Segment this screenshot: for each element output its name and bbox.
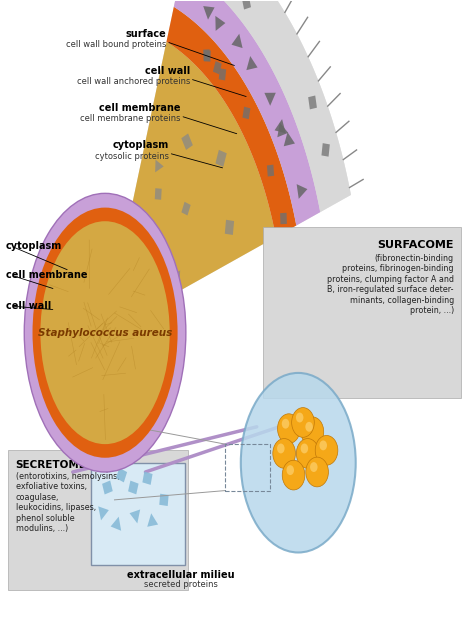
Bar (182, 134, 193, 150)
Bar (242, 106, 250, 119)
Circle shape (306, 457, 328, 487)
Circle shape (273, 439, 295, 468)
Circle shape (292, 407, 314, 437)
Circle shape (282, 419, 289, 429)
Text: SECRETOME: SECRETOME (16, 460, 86, 470)
Bar (159, 494, 169, 506)
Text: extracellular milieu: extracellular milieu (127, 570, 234, 580)
Text: cell membrane: cell membrane (6, 270, 88, 280)
Bar (280, 213, 287, 225)
Bar (225, 220, 234, 235)
Bar (215, 150, 227, 167)
Bar (182, 202, 191, 215)
FancyBboxPatch shape (263, 228, 461, 397)
Text: (entorotixins, hemolysins,
exfoliative toxins,
coagulase,
leukocidins, lipases,
: (entorotixins, hemolysins, exfoliative t… (16, 472, 119, 533)
Ellipse shape (24, 193, 186, 472)
Polygon shape (105, 0, 351, 333)
Text: SURFACOME: SURFACOME (377, 240, 454, 250)
Polygon shape (182, 0, 351, 212)
Ellipse shape (40, 221, 170, 444)
Circle shape (277, 443, 284, 453)
Text: cytoplasm: cytoplasm (112, 140, 169, 150)
Bar (213, 61, 222, 74)
Bar (128, 481, 138, 494)
Circle shape (286, 465, 294, 475)
Ellipse shape (241, 373, 356, 552)
Bar (219, 68, 226, 80)
Circle shape (315, 435, 338, 465)
Text: cell membrane proteins: cell membrane proteins (80, 114, 181, 123)
Polygon shape (166, 7, 296, 237)
Bar (242, 0, 251, 9)
Circle shape (296, 412, 303, 422)
Bar (308, 96, 317, 109)
Circle shape (319, 440, 327, 450)
Text: cell membrane: cell membrane (99, 103, 181, 113)
Text: surface: surface (126, 29, 166, 39)
Text: Staphylococcus aureus: Staphylococcus aureus (38, 328, 172, 338)
Ellipse shape (33, 208, 178, 458)
Bar (142, 471, 153, 485)
Circle shape (301, 417, 324, 447)
Polygon shape (105, 42, 276, 333)
Bar (116, 468, 127, 483)
Text: cell wall anchored proteins: cell wall anchored proteins (76, 77, 190, 86)
Circle shape (296, 439, 319, 468)
Bar (203, 49, 210, 61)
Circle shape (301, 443, 308, 453)
Bar (155, 188, 162, 200)
Bar (102, 480, 113, 494)
Text: cell wall bound proteins: cell wall bound proteins (66, 40, 166, 49)
Bar (267, 165, 274, 177)
Bar (111, 295, 121, 310)
FancyBboxPatch shape (9, 450, 188, 590)
FancyBboxPatch shape (91, 463, 185, 565)
Circle shape (277, 414, 300, 443)
Text: cell wall: cell wall (145, 66, 190, 76)
Text: (fibronectin-binding
proteins, fibrinogen-binding
proteins, clumping factor A an: (fibronectin-binding proteins, fibrinoge… (327, 254, 454, 315)
Polygon shape (174, 0, 320, 226)
Text: cytosolic proteins: cytosolic proteins (95, 152, 169, 160)
Circle shape (282, 460, 305, 490)
Bar (321, 143, 330, 157)
Text: cell wall: cell wall (6, 301, 51, 311)
Text: secreted proteins: secreted proteins (144, 580, 218, 590)
Circle shape (305, 422, 313, 432)
Bar (204, 50, 211, 62)
Text: cytoplasm: cytoplasm (6, 241, 63, 251)
Circle shape (310, 462, 318, 472)
